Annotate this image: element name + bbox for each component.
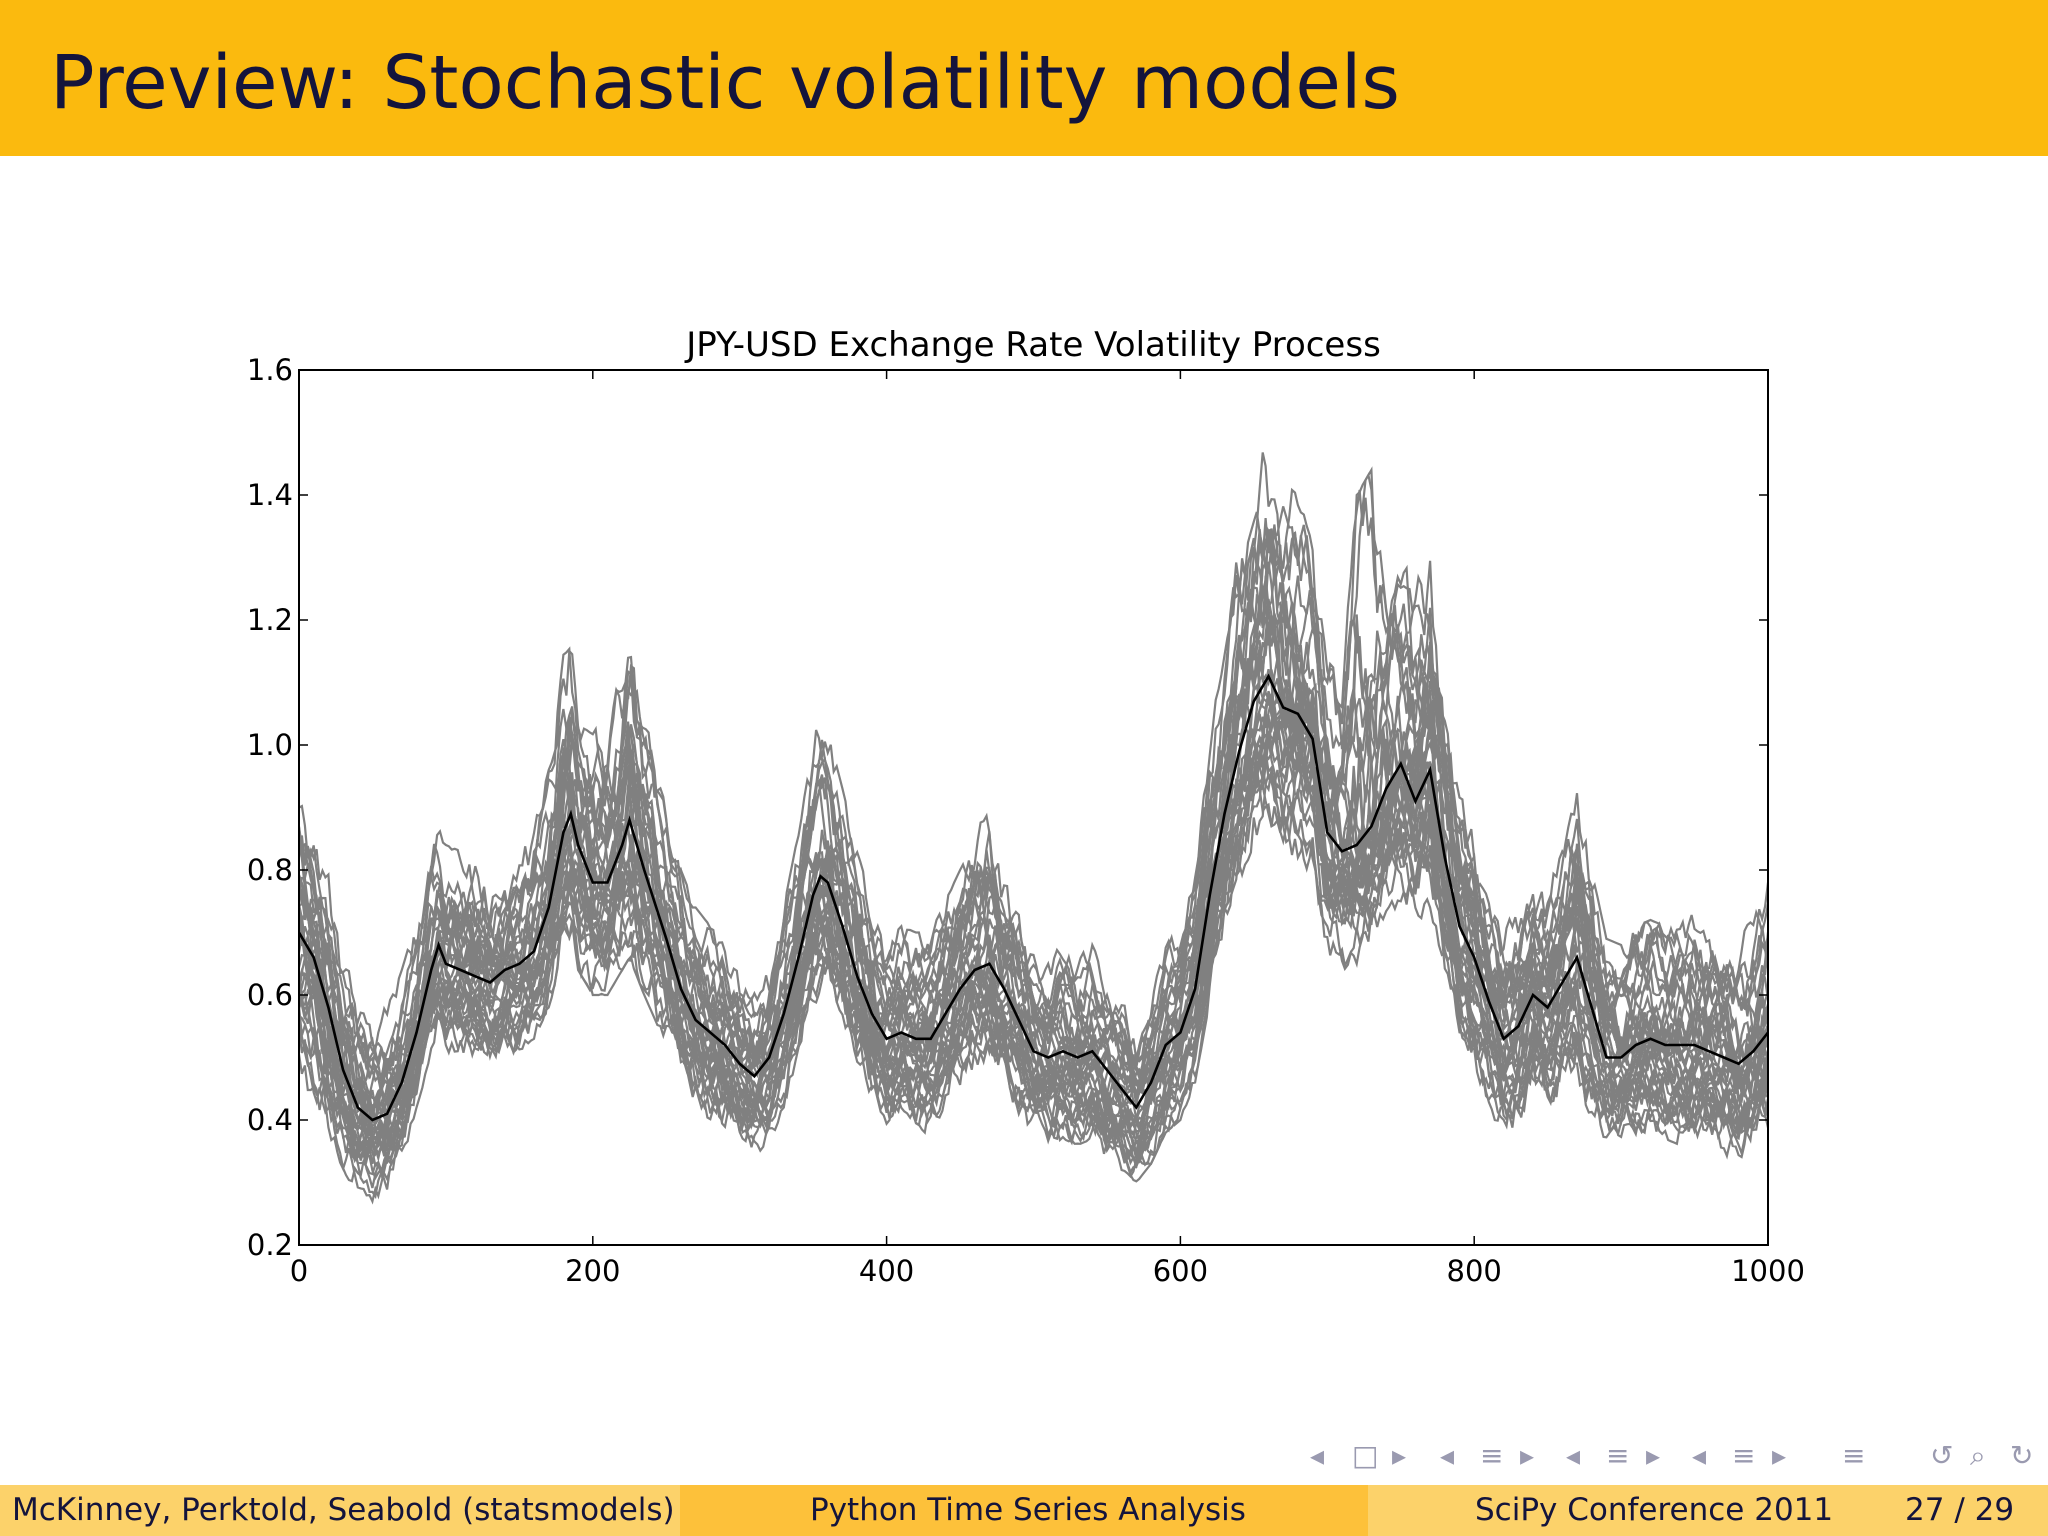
undo-icon[interactable]: ↺ [1930,1439,1954,1472]
y-tick-label: 0.6 [247,978,293,1012]
y-tick-label: 1.6 [247,353,293,387]
y-tick-label: 1.4 [247,478,293,512]
footer-conference: SciPy Conference 2011 [1475,1492,1834,1528]
simulation-path [299,753,1768,1161]
x-tick-label: 600 [1153,1254,1208,1288]
search-icon[interactable]: ⌕ [1970,1439,1986,1472]
y-tick-label: 1.2 [247,603,293,637]
nav-right-icon[interactable]: ▸ [1772,1439,1787,1472]
page-total: 29 [1974,1492,2015,1528]
footer-right-panel [1368,1485,2048,1536]
frame-icon[interactable]: □ [1352,1439,1379,1472]
nav-left-icon[interactable]: ◂ [1310,1439,1325,1472]
simulation-path [299,691,1768,1182]
nav-right-icon[interactable]: ▸ [1646,1439,1661,1472]
x-tick-label: 400 [859,1254,914,1288]
chart-title: JPY-USD Exchange Rate Volatility Process [684,325,1381,365]
footer-left-panel [0,1485,680,1536]
doc-icon[interactable]: ≡ [1842,1439,1866,1472]
x-tick-label: 0 [290,1254,308,1288]
x-tick-label: 200 [565,1254,620,1288]
simulation-path [299,591,1768,1151]
footer-talk-title: Python Time Series Analysis [810,1492,1246,1528]
page-number: 27 / 29 [1905,1485,2014,1536]
simulation-path [299,668,1768,1200]
footer-center-panel [680,1485,1368,1536]
align-icon[interactable]: ≡ [1732,1439,1756,1472]
nav-left-icon[interactable]: ◂ [1692,1439,1707,1472]
simulation-path [299,575,1768,1089]
footer-bar: McKinney, Perktold, Seabold (statsmodels… [0,1485,2048,1536]
nav-right-icon[interactable]: ▸ [1392,1439,1407,1472]
redo-icon[interactable]: ↻ [2010,1439,2034,1472]
x-tick-label: 1000 [1731,1254,1805,1288]
simulation-path [299,528,1768,1089]
subsection-icon[interactable]: ≡ [1480,1439,1504,1472]
mean-volatility-line [299,673,1768,1122]
y-tick-label: 0.2 [247,1228,293,1262]
simulation-path [299,739,1768,1179]
page-separator: / [1954,1492,1965,1528]
slide-title: Preview: Stochastic volatility models [50,40,1400,126]
simulation-path [299,694,1768,1142]
beamer-navigation: ◂ □ ▸ ◂ ≡ ▸ ◂ ≡ ▸ ◂ ≡ ▸ ≡ ↺ ⌕ ↻ [1310,1436,2048,1476]
y-tick-label: 0.4 [247,1103,293,1137]
nav-right-icon[interactable]: ▸ [1520,1439,1535,1472]
x-tick-label: 800 [1447,1254,1502,1288]
y-tick-label: 0.8 [247,853,293,887]
page-current: 27 [1905,1492,1945,1528]
title-bar: Preview: Stochastic volatility models [0,0,2048,156]
footer-authors: McKinney, Perktold, Seabold (statsmodels… [12,1492,675,1528]
section-icon[interactable]: ≡ [1606,1439,1630,1472]
nav-left-icon[interactable]: ◂ [1566,1439,1581,1472]
simulation-paths [299,452,1768,1205]
y-tick-label: 1.0 [247,728,293,762]
nav-left-icon[interactable]: ◂ [1440,1439,1455,1472]
plot-frame [298,369,1769,1246]
